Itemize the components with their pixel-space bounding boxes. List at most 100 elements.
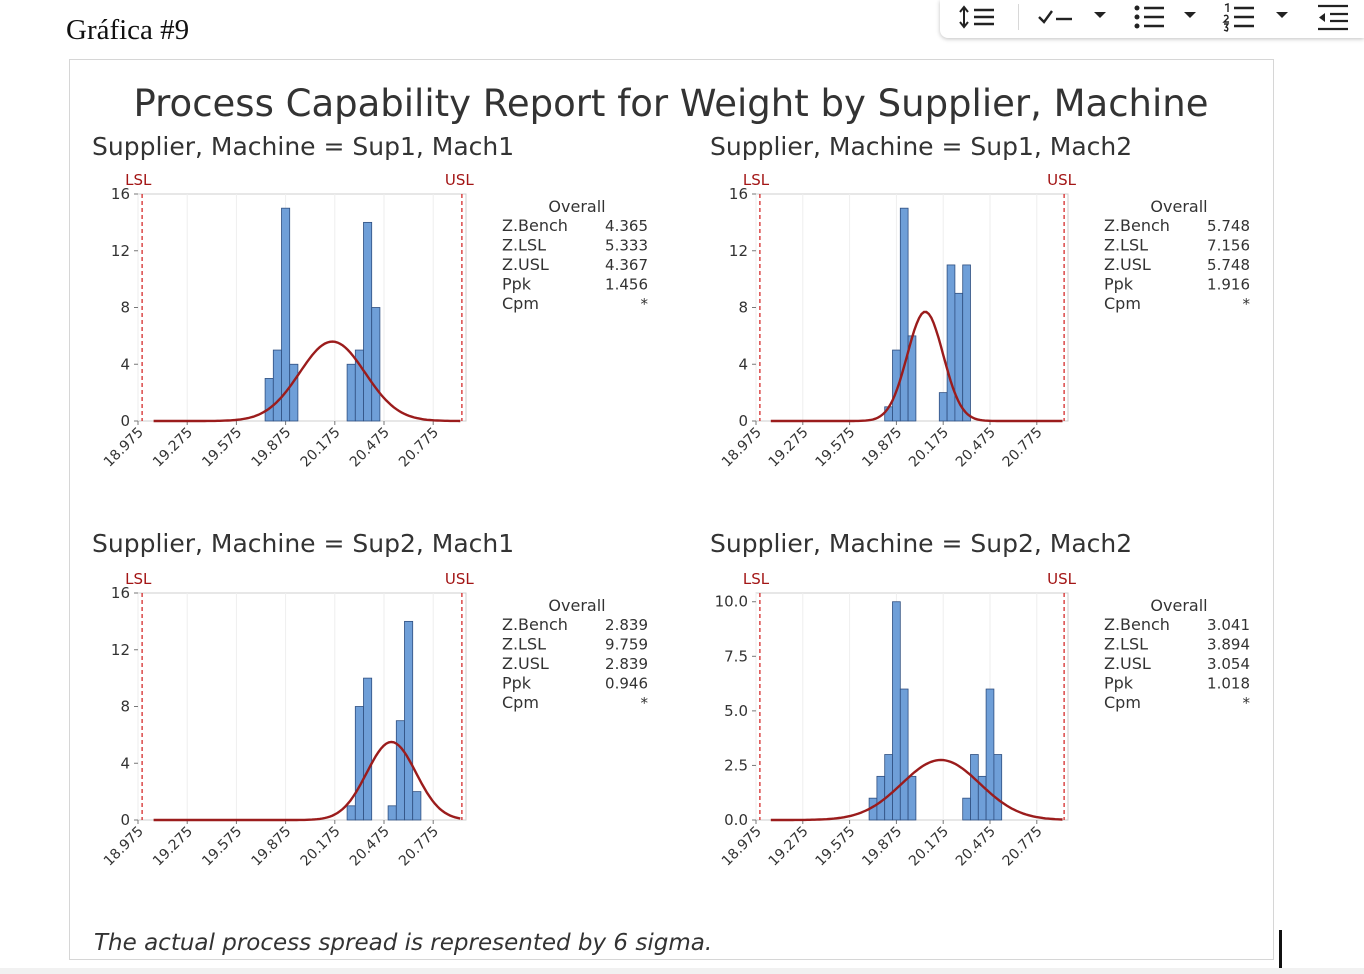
y-tick-label: 4 (120, 355, 130, 373)
stat-label: Z.Bench (502, 216, 568, 235)
x-tick-label: 19.875 (248, 425, 294, 471)
usl-label: USL (1047, 570, 1077, 588)
histogram-bar (412, 791, 422, 821)
x-tick-label: 19.275 (766, 425, 812, 471)
stat-value: * (1243, 295, 1251, 313)
stat-label: Ppk (1104, 275, 1134, 294)
stat-value: 1.018 (1207, 675, 1250, 693)
usl-label: USL (445, 171, 475, 189)
histogram-bar (962, 797, 971, 821)
stat-label: Z.USL (502, 255, 549, 274)
normal-fit-curve (770, 310, 1063, 423)
stat-label: Cpm (1104, 693, 1141, 712)
x-tick-label: 20.775 (1000, 824, 1046, 870)
x-tick-label: 20.475 (953, 824, 999, 870)
stat-value: 1.456 (605, 276, 648, 294)
y-tick-label: 12 (729, 242, 748, 260)
checklist-icon[interactable] (1036, 2, 1076, 32)
stat-value: 5.333 (605, 237, 648, 255)
stat-value: 5.748 (1207, 217, 1250, 235)
line-spacing-icon[interactable] (958, 2, 998, 32)
y-tick-label: 0 (120, 811, 130, 829)
x-tick-label: 20.175 (298, 425, 344, 471)
normal-fit-curve (770, 758, 1063, 822)
histogram-bar (387, 805, 397, 821)
y-tick-label: 16 (111, 584, 130, 602)
stat-label: Ppk (502, 674, 532, 693)
x-tick-label: 20.175 (906, 824, 952, 870)
x-tick-label: 19.575 (199, 824, 245, 870)
stat-value: 3.894 (1207, 636, 1250, 654)
histogram-bar (289, 363, 299, 422)
histogram-bar (938, 392, 948, 422)
stat-label: Cpm (502, 693, 539, 712)
x-tick-label: 19.575 (812, 824, 858, 870)
decrease-indent-icon[interactable] (1314, 2, 1350, 32)
stat-label: Z.LSL (1104, 236, 1148, 255)
y-tick-label: 12 (111, 242, 130, 260)
x-tick-label: 19.875 (859, 425, 905, 471)
bulleted-list-icon[interactable] (1132, 2, 1166, 32)
histogram-bar (395, 720, 405, 821)
usl-label: USL (1047, 171, 1077, 189)
x-tick-label: 20.775 (1000, 425, 1046, 471)
stat-value: 1.916 (1207, 276, 1250, 294)
stat-label: Z.LSL (502, 236, 546, 255)
toolbar-separator (1018, 4, 1019, 30)
histogram-bar (371, 307, 381, 422)
stat-label: Z.USL (1104, 255, 1151, 274)
stat-label: Cpm (1104, 294, 1141, 313)
x-tick-label: 20.175 (298, 824, 344, 870)
x-tick-label: 19.275 (766, 824, 812, 870)
stats-heading: Overall (1150, 596, 1207, 615)
stats-heading: Overall (548, 197, 605, 216)
stat-value: 2.839 (605, 655, 648, 673)
panel-title: Supplier, Machine = Sup2, Mach1 (92, 529, 514, 558)
stats-heading: Overall (1150, 197, 1207, 216)
histogram-bar (993, 754, 1003, 821)
x-tick-label: 19.275 (150, 824, 196, 870)
y-tick-label: 8 (120, 299, 130, 317)
histogram-bar (346, 363, 356, 422)
y-tick-label: 0 (120, 412, 130, 430)
panel-title: Supplier, Machine = Sup1, Mach2 (710, 132, 1132, 161)
stat-value: 4.365 (605, 217, 648, 235)
x-tick-label: 20.775 (396, 425, 442, 471)
stat-value: 9.759 (605, 636, 648, 654)
histogram-bar (363, 677, 373, 821)
histogram-bar (346, 805, 356, 821)
x-tick-label: 18.975 (719, 425, 765, 471)
lsl-label: LSL (743, 171, 770, 189)
stats-heading: Overall (548, 596, 605, 615)
histogram-bar (899, 207, 909, 422)
lsl-label: LSL (743, 570, 770, 588)
histogram-bar (281, 207, 291, 422)
stat-value: 3.054 (1207, 655, 1250, 673)
stat-label: Z.USL (1104, 654, 1151, 673)
stat-value: 7.156 (1207, 237, 1250, 255)
chevron-down-icon[interactable] (1180, 2, 1200, 32)
histogram-bar (404, 620, 414, 821)
chevron-down-icon[interactable] (1272, 2, 1292, 32)
capability-report-chart: Process Capability Report for Weight by … (92, 82, 1251, 956)
x-tick-label: 19.275 (150, 425, 196, 471)
x-tick-label: 19.875 (859, 824, 905, 870)
histogram-bar (970, 754, 979, 821)
y-tick-label: 8 (120, 698, 130, 716)
histogram-bar (264, 378, 274, 422)
y-tick-label: 16 (111, 185, 130, 203)
chevron-down-icon[interactable] (1090, 2, 1110, 32)
x-tick-label: 18.975 (101, 824, 147, 870)
chart-footnote: The actual process spread is represented… (94, 930, 712, 956)
stat-value: * (1243, 694, 1251, 712)
usl-label: USL (445, 570, 475, 588)
numbered-list-icon[interactable] (1222, 2, 1256, 32)
stat-value: 4.367 (605, 256, 648, 274)
lsl-label: LSL (125, 171, 152, 189)
y-tick-label: 8 (738, 299, 748, 317)
stat-label: Cpm (502, 294, 539, 313)
panel-title: Supplier, Machine = Sup2, Mach2 (710, 529, 1132, 558)
stat-value: * (641, 295, 649, 313)
histogram-bar (363, 221, 373, 422)
y-tick-label: 10.0 (715, 593, 748, 611)
